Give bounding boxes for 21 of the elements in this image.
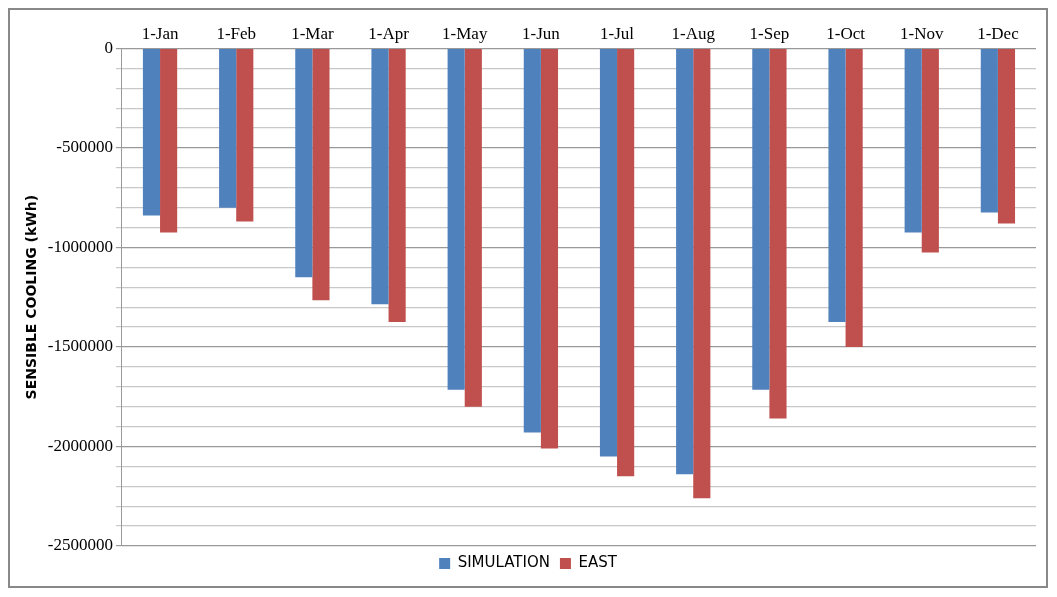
legend-label: SIMULATION [457, 553, 550, 572]
y-axis-title: SENSIBLE COOLING (kWh) [23, 194, 40, 400]
x-tick-label: 1-Dec [977, 23, 1020, 43]
y-tick-label: -2500000 [47, 535, 113, 555]
y-tick-label: 0 [104, 37, 113, 57]
y-tick-label: -1000000 [47, 236, 113, 256]
x-tick-label: 1-Aug [671, 23, 716, 43]
x-tick-label: 1-Sep [749, 23, 790, 43]
x-tick-label: 1-Apr [368, 23, 410, 43]
legend-label: EAST [578, 553, 618, 572]
x-tick-label: 1-Nov [900, 23, 944, 43]
x-tick-label: 1-Feb [216, 23, 257, 43]
y-tick-label: -2000000 [47, 435, 113, 455]
y-tick-label: -1500000 [47, 336, 113, 356]
x-tick-label: 1-Jun [522, 23, 561, 43]
x-tick-label: 1-Jul [600, 23, 635, 43]
y-tick-label: -500000 [56, 137, 113, 157]
x-tick-label: 1-Oct [826, 23, 866, 43]
x-tick-label: 1-May [442, 23, 488, 43]
x-tick-label: 1-Mar [291, 23, 334, 43]
x-tick-label: 1-Jan [141, 23, 179, 43]
